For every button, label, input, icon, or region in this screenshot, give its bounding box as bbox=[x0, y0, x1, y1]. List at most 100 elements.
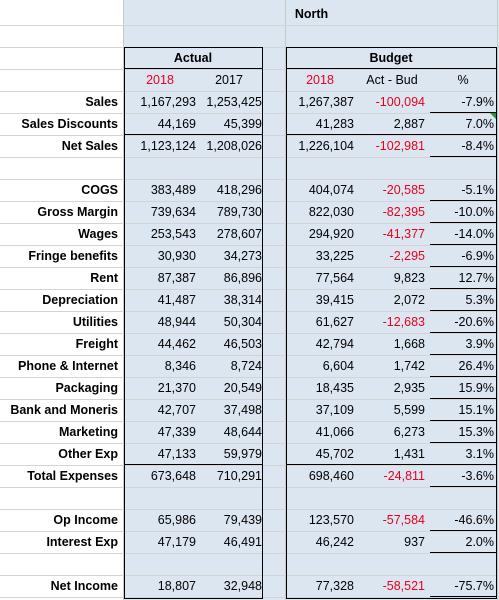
pct-cell[interactable]: 3.9% bbox=[465, 337, 495, 351]
actual-2018-cell[interactable]: 47,179 bbox=[157, 535, 196, 549]
actual-2018-cell[interactable]: 65,986 bbox=[157, 513, 196, 527]
act-bud-cell[interactable]: 1,742 bbox=[393, 359, 425, 373]
region-title[interactable]: North bbox=[294, 7, 329, 21]
budget-2018-cell[interactable]: 61,627 bbox=[315, 315, 354, 329]
row-label[interactable]: Sales Discounts bbox=[21, 117, 118, 131]
budget-2018-cell[interactable]: 822,030 bbox=[308, 205, 354, 219]
actual-2017-cell[interactable]: 86,896 bbox=[223, 271, 262, 285]
row-label[interactable]: Fringe benefits bbox=[28, 249, 118, 263]
row-label[interactable]: Depreciation bbox=[42, 293, 118, 307]
error-indicator-icon[interactable] bbox=[490, 113, 496, 119]
actual-2018-cell[interactable]: 1,167,293 bbox=[140, 95, 196, 109]
pct-cell[interactable]: -46.6% bbox=[454, 513, 494, 527]
row-label[interactable]: COGS bbox=[81, 183, 118, 197]
act-bud-cell[interactable]: 1,431 bbox=[393, 447, 425, 461]
actual-2017-cell[interactable]: 710,291 bbox=[216, 469, 262, 483]
act-bud-cell[interactable]: 1,668 bbox=[393, 337, 425, 351]
pct-cell[interactable]: 5.3% bbox=[465, 293, 495, 307]
actual-2018-cell[interactable]: 41,487 bbox=[157, 293, 196, 307]
actual-2017-cell[interactable]: 38,314 bbox=[223, 293, 262, 307]
budget-2018-cell[interactable]: 39,415 bbox=[315, 293, 354, 307]
budget-2018-cell[interactable]: 123,570 bbox=[308, 513, 354, 527]
act-bud-cell[interactable]: -2,295 bbox=[389, 249, 425, 263]
pct-header[interactable]: % bbox=[457, 73, 469, 87]
act-bud-cell[interactable]: -12,683 bbox=[382, 315, 425, 329]
actual-2017-cell[interactable]: 48,644 bbox=[223, 425, 262, 439]
budget-2018-cell[interactable]: 33,225 bbox=[315, 249, 354, 263]
actual-2017-cell[interactable]: 418,296 bbox=[216, 183, 262, 197]
pct-cell[interactable]: -75.7% bbox=[454, 579, 494, 593]
budget-2018-cell[interactable]: 41,066 bbox=[315, 425, 354, 439]
actual-2018-cell[interactable]: 21,370 bbox=[157, 381, 196, 395]
budget-2018-cell[interactable]: 294,920 bbox=[308, 227, 354, 241]
pct-cell[interactable]: -10.0% bbox=[454, 205, 494, 219]
act-bud-cell[interactable]: -57,584 bbox=[382, 513, 425, 527]
act-bud-cell[interactable]: 5,599 bbox=[393, 403, 425, 417]
actual-2017-cell[interactable]: 32,948 bbox=[223, 579, 262, 593]
actual-2018-cell[interactable]: 87,387 bbox=[157, 271, 196, 285]
actual-2017-cell[interactable]: 1,253,425 bbox=[206, 95, 262, 109]
act-bud-cell[interactable]: 2,935 bbox=[393, 381, 425, 395]
act-bud-cell[interactable]: -100,094 bbox=[375, 95, 425, 109]
budget-header[interactable]: Budget bbox=[369, 51, 413, 65]
actual-2018-cell[interactable]: 1,123,124 bbox=[140, 139, 196, 153]
actual-2017-cell[interactable]: 46,491 bbox=[223, 535, 262, 549]
pct-cell[interactable]: -5.1% bbox=[461, 183, 494, 197]
pct-cell[interactable]: -6.9% bbox=[461, 249, 494, 263]
row-label[interactable]: Packaging bbox=[55, 381, 118, 395]
row-label[interactable]: Bank and Moneris bbox=[10, 403, 118, 417]
row-label[interactable]: Op Income bbox=[53, 513, 118, 527]
pct-cell[interactable]: 26.4% bbox=[458, 359, 494, 373]
budget-2018-cell[interactable]: 41,283 bbox=[315, 117, 354, 131]
actual-2017-cell[interactable]: 79,439 bbox=[223, 513, 262, 527]
actual-2018-cell[interactable]: 673,648 bbox=[150, 469, 196, 483]
actual-2018-cell[interactable]: 30,930 bbox=[157, 249, 196, 263]
budget-2018-cell[interactable]: 42,794 bbox=[315, 337, 354, 351]
budget-2018-cell[interactable]: 404,074 bbox=[308, 183, 354, 197]
act-bud-header[interactable]: Act - Bud bbox=[366, 73, 418, 87]
row-label[interactable]: Wages bbox=[78, 227, 118, 241]
row-label[interactable]: Net Sales bbox=[61, 139, 118, 153]
act-bud-cell[interactable]: 2,072 bbox=[393, 293, 425, 307]
actual-2018-cell[interactable]: 42,707 bbox=[157, 403, 196, 417]
pct-cell[interactable]: 2.0% bbox=[465, 535, 495, 549]
pct-cell[interactable]: 15.3% bbox=[458, 425, 494, 439]
actual-2018-cell[interactable]: 47,339 bbox=[157, 425, 196, 439]
actual-2018-cell[interactable]: 383,489 bbox=[150, 183, 196, 197]
pct-cell[interactable]: -14.0% bbox=[454, 227, 494, 241]
budget-2018-cell[interactable]: 698,460 bbox=[308, 469, 354, 483]
act-bud-cell[interactable]: 6,273 bbox=[393, 425, 425, 439]
pct-cell[interactable]: 15.1% bbox=[458, 403, 494, 417]
year-2017-header[interactable]: 2017 bbox=[215, 73, 243, 87]
actual-2018-cell[interactable]: 44,169 bbox=[157, 117, 196, 131]
actual-2017-cell[interactable]: 278,607 bbox=[216, 227, 262, 241]
actual-2017-cell[interactable]: 789,730 bbox=[216, 205, 262, 219]
budget-2018-cell[interactable]: 37,109 bbox=[315, 403, 354, 417]
pct-cell[interactable]: -3.6% bbox=[461, 469, 494, 483]
budget-2018-cell[interactable]: 77,328 bbox=[315, 579, 354, 593]
actual-2017-cell[interactable]: 46,503 bbox=[223, 337, 262, 351]
row-label[interactable]: Net Income bbox=[50, 579, 118, 593]
actual-2018-cell[interactable]: 44,462 bbox=[157, 337, 196, 351]
budget-2018-header[interactable]: 2018 bbox=[306, 73, 334, 87]
budget-2018-cell[interactable]: 18,435 bbox=[315, 381, 354, 395]
actual-2017-cell[interactable]: 50,304 bbox=[223, 315, 262, 329]
budget-2018-cell[interactable]: 77,564 bbox=[315, 271, 354, 285]
budget-2018-cell[interactable]: 6,604 bbox=[322, 359, 354, 373]
pct-cell[interactable]: 7.0% bbox=[465, 117, 495, 131]
act-bud-cell[interactable]: -82,395 bbox=[382, 205, 425, 219]
pct-cell[interactable]: 15.9% bbox=[458, 381, 494, 395]
actual-2018-cell[interactable]: 47,133 bbox=[157, 447, 196, 461]
row-label[interactable]: Other Exp bbox=[58, 447, 118, 461]
act-bud-cell[interactable]: -58,521 bbox=[382, 579, 425, 593]
row-label[interactable]: Interest Exp bbox=[46, 535, 118, 549]
row-label[interactable]: Gross Margin bbox=[37, 205, 118, 219]
actual-2018-cell[interactable]: 48,944 bbox=[157, 315, 196, 329]
pct-cell[interactable]: -20.6% bbox=[454, 315, 494, 329]
actual-2017-cell[interactable]: 45,399 bbox=[223, 117, 262, 131]
actual-header[interactable]: Actual bbox=[173, 51, 213, 65]
pct-cell[interactable]: 12.7% bbox=[458, 271, 494, 285]
row-label[interactable]: Sales bbox=[85, 95, 118, 109]
act-bud-cell[interactable]: -102,981 bbox=[375, 139, 425, 153]
